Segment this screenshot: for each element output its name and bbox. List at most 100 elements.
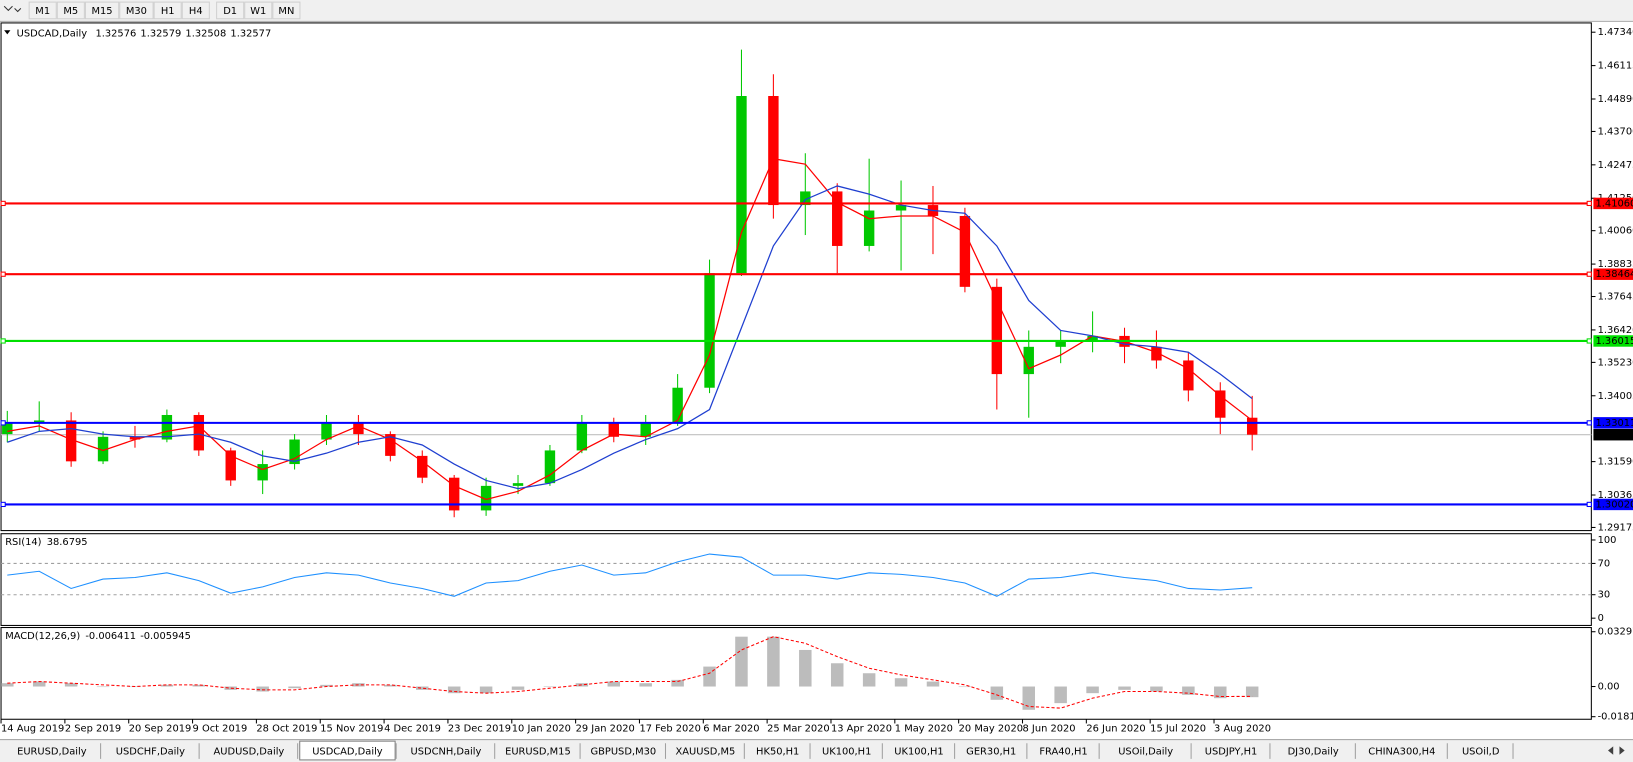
tab[interactable]: [1272, 741, 1355, 760]
tab-label[interactable]: XAUUSD,M5: [676, 747, 736, 758]
candle-body: [225, 450, 236, 481]
timeframe-button[interactable]: [56, 1, 85, 20]
candle-body: [704, 273, 715, 388]
tab[interactable]: [4, 741, 100, 760]
tab-label[interactable]: AUDUSD,Daily: [214, 747, 285, 758]
timeframe-label[interactable]: D1: [223, 6, 237, 17]
macd-bar: [479, 686, 493, 694]
tab[interactable]: [1357, 741, 1447, 760]
tab-label[interactable]: EURUSD,Daily: [17, 747, 87, 758]
tab-scroll-left[interactable]: [1608, 746, 1614, 755]
level-handle[interactable]: [1586, 200, 1592, 207]
level-label: 1.33011: [1596, 418, 1633, 429]
tab-scroll-right[interactable]: [1619, 746, 1625, 755]
candle-body: [640, 423, 651, 437]
candle-body: [34, 420, 45, 424]
tab-label[interactable]: FRA40,H1: [1039, 747, 1087, 758]
timeframe-button[interactable]: [28, 1, 57, 20]
level-label: 1.38464: [1596, 269, 1633, 280]
toolbar-icon[interactable]: [3, 5, 22, 13]
level-handle[interactable]: [0, 420, 6, 426]
level-handle[interactable]: [1586, 501, 1592, 508]
tab[interactable]: [812, 741, 882, 760]
tab[interactable]: [582, 741, 665, 760]
x-tick-label: 13 Apr 2020: [831, 724, 892, 735]
y-tick-label: 1.35230: [1598, 357, 1633, 368]
timeframe-label[interactable]: MN: [278, 6, 294, 17]
level-handle[interactable]: [0, 200, 6, 207]
panel-frame: [0, 627, 1592, 720]
x-tick-label: 15 Nov 2019: [320, 724, 383, 735]
tab-label[interactable]: UK100,H1: [894, 747, 943, 758]
tab[interactable]: [496, 741, 580, 760]
tab[interactable]: [102, 741, 199, 760]
level-handle[interactable]: [0, 271, 6, 277]
candle-body: [895, 205, 907, 211]
tab[interactable]: [1449, 741, 1512, 760]
timeframe-button[interactable]: [272, 1, 301, 20]
macd-bar: [416, 686, 429, 690]
tab[interactable]: [1193, 741, 1269, 760]
chart-area: [0, 21, 1633, 741]
tab-label[interactable]: USDJPY,H1: [1205, 747, 1258, 758]
tab-label[interactable]: USOil,D: [1462, 747, 1500, 758]
timeframe-button[interactable]: [119, 1, 154, 20]
macd-bar: [1054, 686, 1067, 704]
level-handle[interactable]: [1586, 271, 1592, 277]
tab[interactable]: [746, 741, 810, 760]
timeframe-label[interactable]: M5: [63, 6, 78, 17]
timeframe-button[interactable]: [153, 1, 182, 20]
timeframe-button[interactable]: [244, 1, 273, 20]
tab[interactable]: [956, 741, 1026, 760]
tab-label[interactable]: EURUSD,M15: [505, 747, 571, 758]
macd-bar: [96, 686, 110, 688]
timeframe-label[interactable]: M1: [35, 6, 50, 17]
timeframe-label[interactable]: M30: [126, 6, 147, 17]
level-handle[interactable]: [0, 338, 6, 344]
title-arrow: [4, 30, 11, 35]
tab[interactable]: [884, 741, 954, 760]
timeframe-button[interactable]: [216, 1, 245, 20]
candle-body: [65, 420, 77, 462]
tab[interactable]: [201, 741, 297, 760]
x-tick-label: 25 Mar 2020: [767, 724, 830, 735]
tab-label[interactable]: GBPUSD,M30: [590, 747, 656, 758]
tab-label[interactable]: CHINA300,H4: [1368, 747, 1435, 758]
level-label-box: [1593, 498, 1633, 511]
timeframe-button[interactable]: [181, 1, 210, 20]
tab[interactable]: [1028, 741, 1099, 760]
candle-body: [736, 96, 747, 274]
timeframe-label[interactable]: W1: [250, 6, 266, 17]
candle-body: [448, 477, 460, 511]
timeframe-label[interactable]: M15: [92, 6, 113, 17]
tab[interactable]: [667, 741, 744, 760]
macd-bar: [192, 684, 206, 687]
timeframe-label[interactable]: H4: [189, 6, 203, 17]
tab-label[interactable]: USDCAD,Daily: [312, 747, 383, 758]
candle-body: [672, 387, 683, 424]
x-tick-label: 8 Jun 2020: [1022, 724, 1075, 735]
candle-body: [97, 436, 109, 462]
timeframe-button[interactable]: [84, 1, 120, 20]
tab-label[interactable]: GER30,H1: [966, 747, 1016, 758]
level-handle[interactable]: [0, 501, 6, 508]
tab-label[interactable]: DJ30,Daily: [1288, 747, 1339, 758]
y-tick-label: 1.29175: [1598, 522, 1633, 533]
y-tick-label: 1.30365: [1598, 490, 1633, 501]
level-handle[interactable]: [1586, 338, 1592, 344]
candle-body: [608, 423, 619, 437]
tab[interactable]: [1101, 741, 1191, 760]
rsi-line: [7, 553, 1253, 597]
tab[interactable]: [398, 741, 494, 760]
tab-label[interactable]: USOil,Daily: [1118, 747, 1173, 758]
tab-label[interactable]: USDCNH,Daily: [410, 747, 481, 758]
level-handle[interactable]: [1586, 420, 1592, 426]
timeframe-label[interactable]: H1: [161, 6, 175, 17]
y-tick-label: 1.43700: [1598, 126, 1633, 137]
tab-label[interactable]: HK50,H1: [756, 747, 799, 758]
candle-body: [1055, 341, 1066, 347]
level-label-box: [1593, 268, 1633, 280]
tab-label[interactable]: USDCHF,Daily: [116, 747, 185, 758]
tab-label[interactable]: UK100,H1: [822, 747, 871, 758]
tab[interactable]: [299, 740, 396, 761]
